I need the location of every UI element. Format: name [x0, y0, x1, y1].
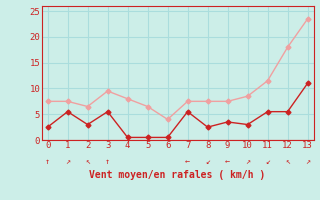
Text: ↗: ↗: [245, 157, 250, 166]
Text: ↑: ↑: [105, 157, 110, 166]
Text: ↗: ↗: [65, 157, 70, 166]
Text: ↖: ↖: [85, 157, 90, 166]
Text: ↖: ↖: [285, 157, 290, 166]
Text: ↗: ↗: [305, 157, 310, 166]
X-axis label: Vent moyen/en rafales ( km/h ): Vent moyen/en rafales ( km/h ): [90, 170, 266, 180]
Text: ↑: ↑: [45, 157, 50, 166]
Text: ↙: ↙: [205, 157, 210, 166]
Text: ←: ←: [225, 157, 230, 166]
Text: ←: ←: [185, 157, 190, 166]
Text: ↙: ↙: [265, 157, 270, 166]
